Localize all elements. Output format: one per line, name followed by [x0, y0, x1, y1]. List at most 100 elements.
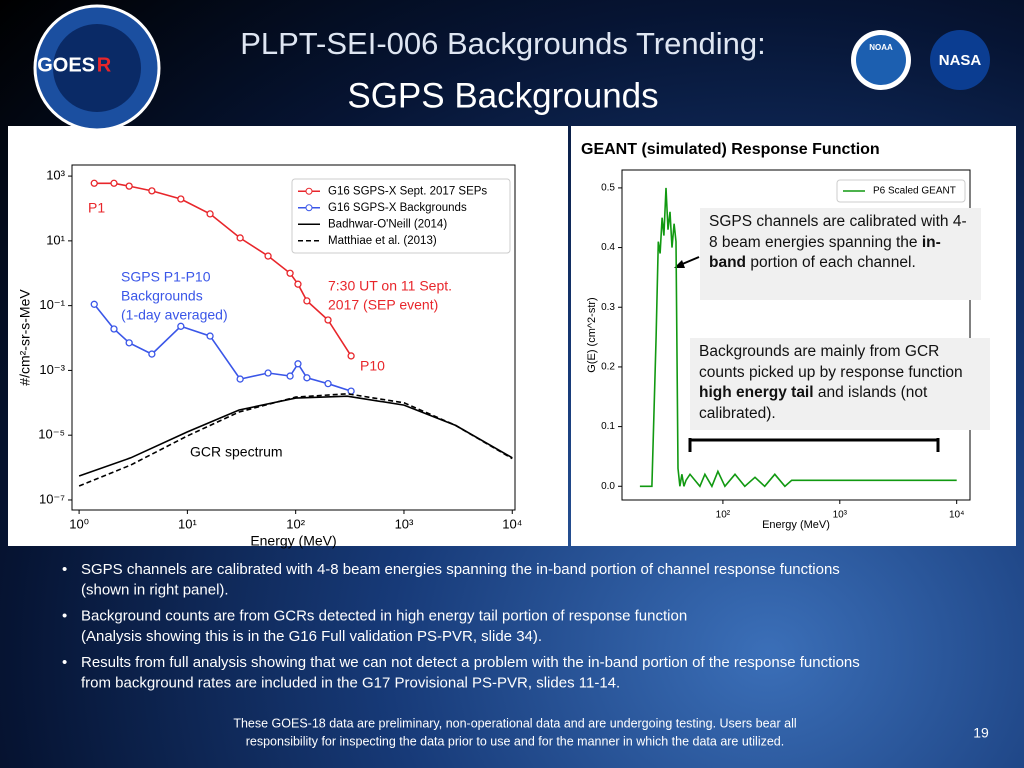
x-tick-label: 10³: [833, 510, 848, 521]
data-point: [177, 322, 185, 330]
y-tick-label: 10¹: [46, 232, 65, 247]
callout-text: in-band: [709, 233, 941, 272]
x-tick-label: 10²: [286, 516, 305, 531]
bullet-dot: •: [62, 607, 67, 624]
data-point: [206, 210, 214, 218]
x-tick-label: 10⁴: [949, 510, 964, 521]
callout-text: and islands (not calibrated).: [699, 384, 928, 422]
annotation: P1: [88, 200, 105, 216]
callout-text: high energy tail: [699, 384, 814, 401]
data-point: [324, 380, 332, 388]
callout-text: SGPS channels are calibrated with 4-8 be…: [709, 213, 967, 251]
nasa-logo-text: NASA: [939, 52, 982, 69]
x-tick-label: 10⁰: [69, 516, 89, 531]
data-point: [286, 372, 294, 380]
y-tick-label: 0.2: [601, 362, 615, 373]
callout: Backgrounds are mainly from GCR counts p…: [690, 338, 990, 430]
bullet-dot: •: [62, 561, 67, 578]
series-line: [639, 187, 957, 489]
y-axis-label: G(E) (cm^2-str): [586, 297, 598, 372]
data-point: [110, 325, 118, 333]
y-tick-label: 0.1: [601, 421, 615, 432]
data-point: [206, 332, 214, 340]
data-point: [294, 280, 302, 288]
x-tick-label: 10¹: [178, 516, 197, 531]
series-line: [78, 395, 513, 477]
callout-text: Backgrounds are mainly from GCR counts p…: [699, 343, 963, 381]
data-point: [90, 300, 98, 308]
plot-frame: [71, 164, 516, 511]
annotation: GCR spectrum: [190, 444, 283, 460]
data-point: [294, 360, 302, 368]
legend-label: G16 SGPS-X Backgrounds: [328, 202, 467, 214]
y-tick-label: 0.0: [601, 481, 615, 492]
legend-marker: [305, 204, 313, 212]
goes-logo-r: R: [97, 54, 112, 76]
goes-logo-inner: [53, 24, 141, 112]
y-tick-label: 10⁻³: [39, 362, 65, 377]
y-tick-label: 0.5: [601, 183, 615, 194]
data-point: [177, 195, 185, 203]
data-point: [324, 316, 332, 324]
data-point: [236, 234, 244, 242]
data-point: [236, 375, 244, 383]
chart-title: GEANT (simulated) Response Function: [581, 141, 880, 158]
data-point: [110, 179, 118, 187]
y-tick-label: 10³: [46, 168, 65, 183]
annotation: 7:30 UT on 11 Sept.: [328, 278, 452, 294]
y-tick-label: 10⁻¹: [39, 297, 65, 312]
legend-marker: [305, 187, 313, 195]
data-point: [125, 182, 133, 190]
annotation: SGPS P1-P10: [121, 269, 211, 285]
data-point: [286, 269, 294, 277]
callout: SGPS channels are calibrated with 4-8 be…: [700, 208, 981, 300]
data-point: [303, 297, 311, 305]
goes-logo-text: GOES: [37, 54, 95, 76]
legend-label: Badhwar-O'Neill (2014): [328, 218, 447, 230]
bullet-text: SGPS channels are calibrated with 4-8 be…: [81, 561, 840, 578]
y-tick-label: 0.4: [601, 242, 615, 253]
x-tick-label: 10²: [716, 510, 731, 521]
x-axis-label: Energy (MeV): [762, 519, 830, 531]
data-point: [347, 387, 355, 395]
disclaimer: These GOES-18 data are preliminary, non-…: [233, 716, 796, 730]
nasa-logo: [930, 30, 990, 90]
legend-box: [291, 178, 511, 254]
legend-label: Matthiae et al. (2013): [328, 235, 437, 247]
bullet-text: (Analysis showing this is in the G16 Ful…: [81, 628, 542, 645]
callout-text: portion of each channel.: [746, 254, 916, 271]
bullet-text: Background counts are from GCRs detected…: [81, 607, 687, 624]
x-axis-label: Energy (MeV): [250, 533, 336, 549]
noaa-logo-text: NOAA: [869, 43, 893, 52]
legend-box: [836, 179, 966, 203]
y-axis-label: #/cm²-sr-s-MeV: [17, 289, 33, 386]
y-tick-label: 10⁻⁵: [38, 427, 65, 442]
legend-label: P6 Scaled GEANT: [873, 186, 956, 197]
data-point: [264, 252, 272, 260]
noaa-logo-inner: [856, 35, 906, 85]
disclaimer: responsibility for inspecting the data p…: [246, 734, 785, 748]
x-tick-label: 10⁴: [502, 516, 522, 531]
bullet-dot: •: [62, 654, 67, 671]
data-point: [347, 352, 355, 360]
y-tick-label: 10⁻⁷: [39, 491, 65, 506]
series-line: [78, 392, 513, 487]
y-tick-label: 0.3: [601, 302, 615, 313]
legend-label: G16 SGPS-X Sept. 2017 SEPs: [328, 185, 487, 197]
page-number: 19: [973, 725, 989, 741]
data-point: [264, 369, 272, 377]
x-tick-label: 10³: [395, 516, 414, 531]
annotation: P10: [360, 358, 385, 374]
title-line-1: PLPT-SEI-006 Backgrounds Trending:: [240, 26, 766, 61]
plot-frame: [621, 169, 971, 501]
annotation: 2017 (SEP event): [328, 297, 438, 313]
data-point: [148, 350, 156, 358]
annotation: (1-day averaged): [121, 307, 228, 323]
title-line-2: SGPS Backgrounds: [347, 76, 658, 115]
annotation: Backgrounds: [121, 288, 203, 304]
bullet-text: from background rates are included in th…: [81, 674, 620, 691]
data-point: [148, 187, 156, 195]
data-point: [90, 179, 98, 187]
